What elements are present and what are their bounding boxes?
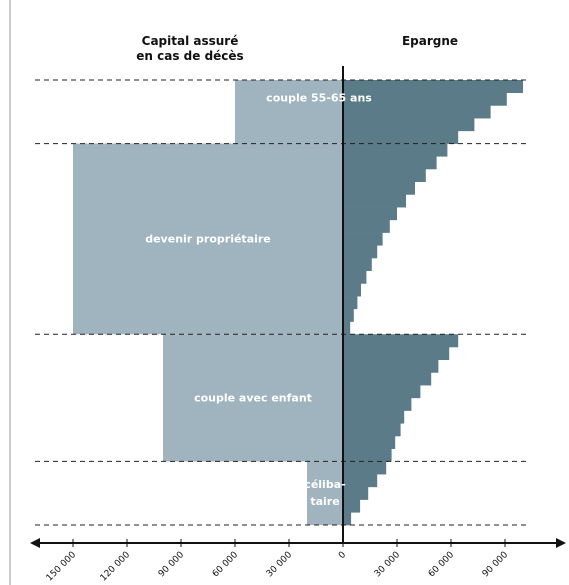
epargne-bar	[343, 207, 397, 221]
epargne-bar	[343, 80, 523, 94]
capital-bar	[235, 80, 343, 144]
epargne-bar	[343, 130, 459, 144]
epargne-bar	[343, 105, 491, 119]
right-title: Epargne	[401, 34, 459, 48]
epargne-bar	[343, 283, 361, 297]
epargne-bar	[343, 92, 507, 106]
epargne-bar	[343, 347, 450, 361]
epargne-bar	[343, 423, 401, 437]
epargne-bar	[343, 143, 448, 157]
stage-label: couple 55-65 ans	[266, 91, 372, 105]
epargne-bar	[343, 219, 390, 233]
capital-bar	[163, 334, 343, 462]
epargne-bar	[343, 474, 378, 488]
epargne-bar	[343, 270, 367, 284]
epargne-bar	[343, 372, 432, 386]
epargne-bar	[343, 499, 361, 513]
x-tick-label: 90 000	[157, 550, 187, 580]
epargne-bar	[343, 334, 459, 348]
capital-bar	[307, 461, 343, 525]
stage-label: couple avec enfant	[194, 391, 312, 405]
epargne-bar	[343, 397, 412, 411]
x-tick-label: 120 000	[99, 550, 133, 584]
epargne-bar	[343, 194, 406, 208]
epargne-bar	[343, 258, 372, 272]
x-tick-label: 60 000	[211, 550, 241, 580]
x-tick-label: 90 000	[481, 550, 511, 580]
epargne-bar	[343, 385, 421, 399]
epargne-bar	[343, 448, 392, 462]
stage-label: céliba- taire	[304, 478, 346, 509]
epargne-bar	[343, 156, 437, 170]
epargne-bar	[343, 232, 383, 246]
epargne-bar	[343, 486, 369, 500]
x-tick-label: 0	[337, 550, 348, 561]
epargne-bar	[343, 308, 354, 322]
epargne-bar	[343, 461, 387, 475]
epargne-bar	[343, 181, 415, 195]
x-tick-label: 60 000	[427, 550, 457, 580]
epargne-bar	[343, 321, 351, 335]
epargne-bar	[343, 118, 475, 132]
epargne-bar	[343, 169, 426, 183]
epargne-bar	[343, 359, 439, 373]
stage-label: devenir propriétaire	[145, 232, 271, 246]
x-tick-label: 30 000	[373, 550, 403, 580]
x-tick-label: 30 000	[265, 550, 295, 580]
left-title: Capital assuré en cas de décès	[136, 34, 244, 63]
epargne-bar	[343, 296, 358, 310]
x-tick-label: 150 000	[45, 550, 79, 584]
capital-bar	[73, 143, 343, 335]
epargne-bar	[343, 512, 352, 526]
epargne-bar	[343, 410, 405, 424]
epargne-bar	[343, 436, 396, 450]
epargne-bar	[343, 245, 378, 259]
